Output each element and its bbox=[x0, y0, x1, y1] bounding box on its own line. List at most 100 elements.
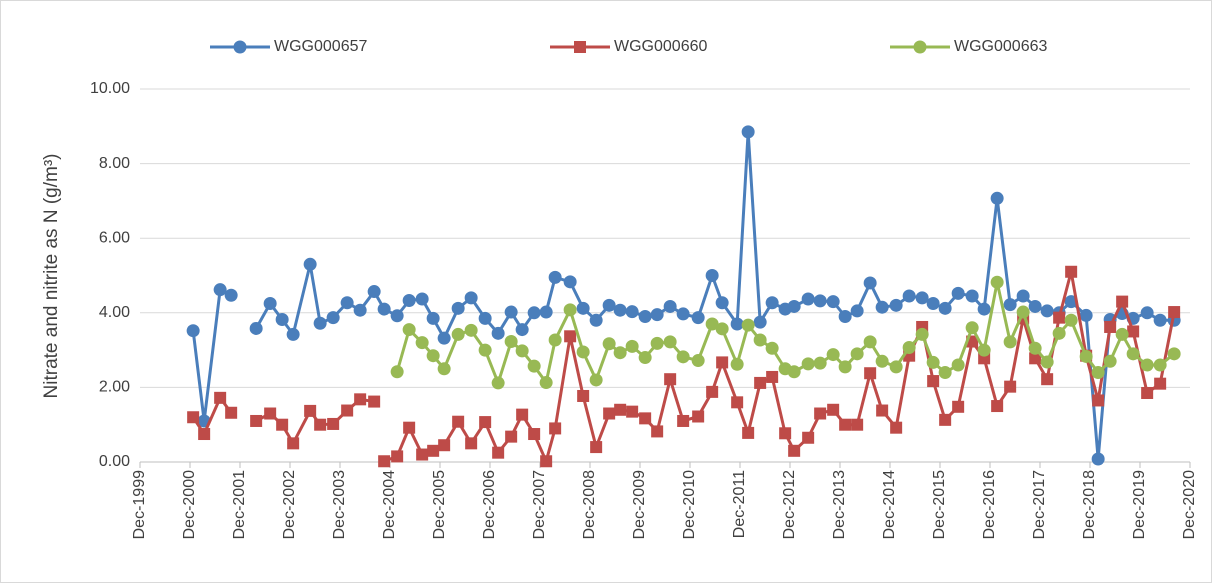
data-point bbox=[875, 354, 889, 368]
data-point bbox=[851, 418, 864, 431]
data-point bbox=[915, 327, 929, 341]
x-tick-label: Dec-2003 bbox=[331, 470, 348, 539]
data-point bbox=[1140, 358, 1154, 372]
data-point bbox=[676, 307, 690, 321]
y-tick-label: 10.00 bbox=[90, 80, 130, 97]
data-point bbox=[939, 413, 952, 426]
data-point bbox=[753, 333, 767, 347]
data-point bbox=[990, 275, 1004, 289]
data-point bbox=[264, 407, 277, 420]
x-tick-label: Dec-2013 bbox=[831, 470, 848, 539]
data-point bbox=[742, 426, 755, 439]
x-tick-label: Dec-2004 bbox=[381, 470, 398, 539]
data-point bbox=[1079, 349, 1093, 363]
data-point bbox=[186, 324, 200, 338]
data-point bbox=[827, 403, 840, 416]
data-point bbox=[1016, 305, 1030, 319]
data-point bbox=[663, 299, 677, 313]
data-point bbox=[741, 318, 755, 332]
data-point bbox=[589, 373, 603, 387]
data-point bbox=[275, 313, 289, 327]
data-point bbox=[715, 322, 729, 336]
data-point bbox=[951, 286, 965, 300]
data-point bbox=[977, 302, 991, 316]
data-point bbox=[915, 291, 929, 305]
data-point bbox=[402, 323, 416, 337]
data-point bbox=[991, 400, 1004, 413]
data-point bbox=[1040, 304, 1054, 318]
data-point bbox=[716, 356, 729, 369]
data-point bbox=[677, 414, 690, 427]
data-point bbox=[187, 411, 200, 424]
data-point bbox=[875, 300, 889, 314]
data-point bbox=[1003, 335, 1017, 349]
data-point bbox=[638, 310, 652, 324]
data-point bbox=[327, 417, 340, 430]
data-point bbox=[505, 430, 518, 443]
data-point bbox=[814, 407, 827, 420]
y-tick-label: 6.00 bbox=[99, 229, 130, 246]
data-point bbox=[1141, 386, 1154, 399]
data-point bbox=[464, 323, 478, 337]
data-point bbox=[214, 391, 227, 404]
data-point bbox=[415, 292, 429, 306]
data-point bbox=[340, 296, 354, 310]
data-point bbox=[691, 354, 705, 368]
data-point bbox=[563, 275, 577, 289]
data-point bbox=[730, 317, 744, 331]
data-point bbox=[927, 375, 940, 388]
data-point bbox=[826, 348, 840, 362]
data-point bbox=[1127, 325, 1140, 338]
data-point bbox=[213, 283, 227, 297]
data-point bbox=[787, 365, 801, 379]
data-point bbox=[491, 376, 505, 390]
data-point bbox=[625, 305, 639, 319]
data-point bbox=[286, 327, 300, 341]
data-point bbox=[664, 373, 677, 386]
data-point bbox=[926, 296, 940, 310]
data-point bbox=[614, 403, 627, 416]
legend-label: WGG000660 bbox=[614, 38, 707, 55]
data-point bbox=[539, 305, 553, 319]
data-point bbox=[613, 346, 627, 360]
data-point bbox=[1028, 341, 1042, 355]
data-point bbox=[1103, 354, 1117, 368]
data-point bbox=[576, 345, 590, 359]
x-tick-label: Dec-2008 bbox=[581, 470, 598, 539]
x-tick-label: Dec-2005 bbox=[431, 470, 448, 539]
data-point bbox=[225, 406, 238, 419]
data-point bbox=[765, 341, 779, 355]
data-point bbox=[564, 330, 577, 343]
data-point bbox=[1016, 289, 1030, 303]
data-point bbox=[951, 358, 965, 372]
y-tick-label: 0.00 bbox=[99, 453, 130, 470]
data-point bbox=[676, 350, 690, 364]
data-point bbox=[876, 404, 889, 417]
data-point bbox=[548, 333, 562, 347]
data-point bbox=[1028, 299, 1042, 313]
data-point bbox=[802, 431, 815, 444]
data-point bbox=[479, 416, 492, 429]
data-point bbox=[391, 450, 404, 463]
data-point bbox=[416, 448, 429, 461]
data-point bbox=[938, 301, 952, 315]
data-point bbox=[1040, 355, 1054, 369]
data-point bbox=[548, 270, 562, 284]
data-point bbox=[276, 418, 289, 431]
x-tick-label: Dec-2016 bbox=[981, 470, 998, 539]
legend-marker bbox=[913, 40, 927, 54]
x-tick-label: Dec-2017 bbox=[1031, 470, 1048, 539]
x-tick-label: Dec-2015 bbox=[931, 470, 948, 539]
data-point bbox=[639, 412, 652, 425]
data-point bbox=[990, 191, 1004, 205]
data-point bbox=[787, 299, 801, 313]
data-point bbox=[516, 408, 529, 421]
data-point bbox=[368, 395, 381, 408]
data-point bbox=[589, 313, 603, 327]
data-point bbox=[1140, 306, 1154, 320]
data-point bbox=[613, 303, 627, 317]
x-tick-label: Dec-1999 bbox=[131, 470, 148, 539]
data-point bbox=[249, 321, 263, 335]
x-tick-label: Dec-2000 bbox=[181, 470, 198, 539]
